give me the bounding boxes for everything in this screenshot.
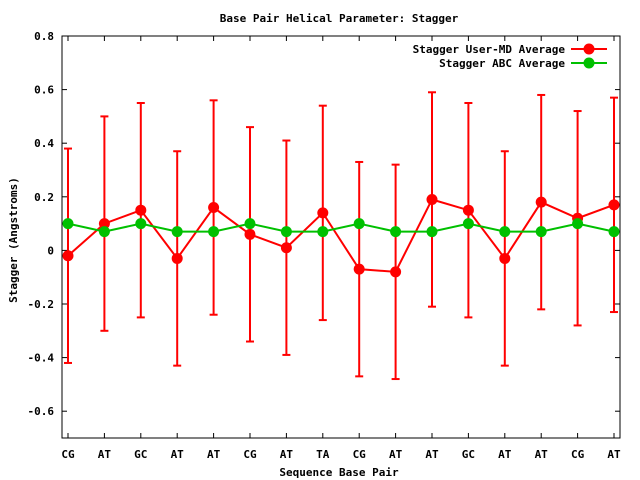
series-1 xyxy=(62,91,620,381)
plot-frame xyxy=(61,35,621,439)
data-point xyxy=(572,218,584,230)
data-point xyxy=(135,204,147,216)
x-tick-label: GC xyxy=(462,448,475,461)
y-tick-label: -0.6 xyxy=(28,405,55,418)
data-point xyxy=(426,193,438,205)
data-point xyxy=(208,226,220,238)
data-point xyxy=(317,207,329,219)
x-tick-label: AT xyxy=(171,448,185,461)
x-tick-label: CG xyxy=(353,448,367,461)
data-point xyxy=(98,218,110,230)
data-point xyxy=(208,202,220,214)
series-line xyxy=(67,222,615,233)
data-point xyxy=(462,204,474,216)
y-axis-label: Stagger (Angstroms) xyxy=(7,177,20,303)
data-point xyxy=(171,226,183,238)
legend-label: Stagger User-MD Average xyxy=(413,43,566,56)
x-tick-label: AT xyxy=(498,448,512,461)
data-point xyxy=(62,250,74,262)
x-tick-label: AT xyxy=(425,448,439,461)
data-point xyxy=(499,252,511,264)
data-point xyxy=(535,196,547,208)
x-tick-label: CG xyxy=(243,448,257,461)
x-tick-label: AT xyxy=(389,448,403,461)
data-point xyxy=(171,252,183,264)
y-tick-label: -0.2 xyxy=(28,298,55,311)
x-axis: CG AT GC AT AT CG AT TA CG AT AT GC AT AT CG AT xyxy=(61,36,621,461)
data-point xyxy=(426,226,438,238)
data-point xyxy=(353,218,365,230)
y-tick-label: 0.8 xyxy=(34,30,54,43)
x-tick-label: TA xyxy=(316,448,330,461)
data-point xyxy=(499,226,511,238)
legend-label: Stagger ABC Average xyxy=(439,57,565,70)
data-point xyxy=(135,218,147,230)
data-point xyxy=(280,226,292,238)
y-tick-label: 0.4 xyxy=(34,137,54,150)
y-tick-label: 0 xyxy=(47,244,54,257)
data-point xyxy=(244,228,256,240)
chart-title: Base Pair Helical Parameter: Stagger xyxy=(220,12,459,25)
data-point xyxy=(244,218,256,230)
data-point xyxy=(280,242,292,254)
legend-marker xyxy=(583,57,595,69)
series-2 xyxy=(62,218,620,238)
x-tick-label: CG xyxy=(571,448,585,461)
x-tick-label: AT xyxy=(280,448,294,461)
data-point xyxy=(608,226,620,238)
x-tick-label: AT xyxy=(207,448,221,461)
data-point xyxy=(390,266,402,278)
data-point xyxy=(317,226,329,238)
legend-marker xyxy=(583,43,595,55)
x-tick-label: AT xyxy=(607,448,621,461)
y-tick-label: -0.4 xyxy=(28,352,55,365)
x-tick-label: GC xyxy=(134,448,147,461)
data-point xyxy=(62,218,74,230)
y-axis: -0.6 -0.4 -0.2 0 0.2 0.4 0.6 0.8 xyxy=(28,30,620,418)
x-tick-label: AT xyxy=(535,448,549,461)
data-point xyxy=(535,226,547,238)
y-tick-label: 0.6 xyxy=(34,84,54,97)
data-point xyxy=(353,263,365,275)
data-point xyxy=(462,218,474,230)
x-axis-label: Sequence Base Pair xyxy=(279,466,399,479)
x-tick-label: AT xyxy=(98,448,112,461)
y-tick-label: 0.2 xyxy=(34,191,54,204)
series-layer xyxy=(62,91,620,381)
data-point xyxy=(390,226,402,238)
series-line xyxy=(67,198,615,273)
data-point xyxy=(608,199,620,211)
x-tick-label: CG xyxy=(61,448,75,461)
data-point xyxy=(98,226,110,238)
